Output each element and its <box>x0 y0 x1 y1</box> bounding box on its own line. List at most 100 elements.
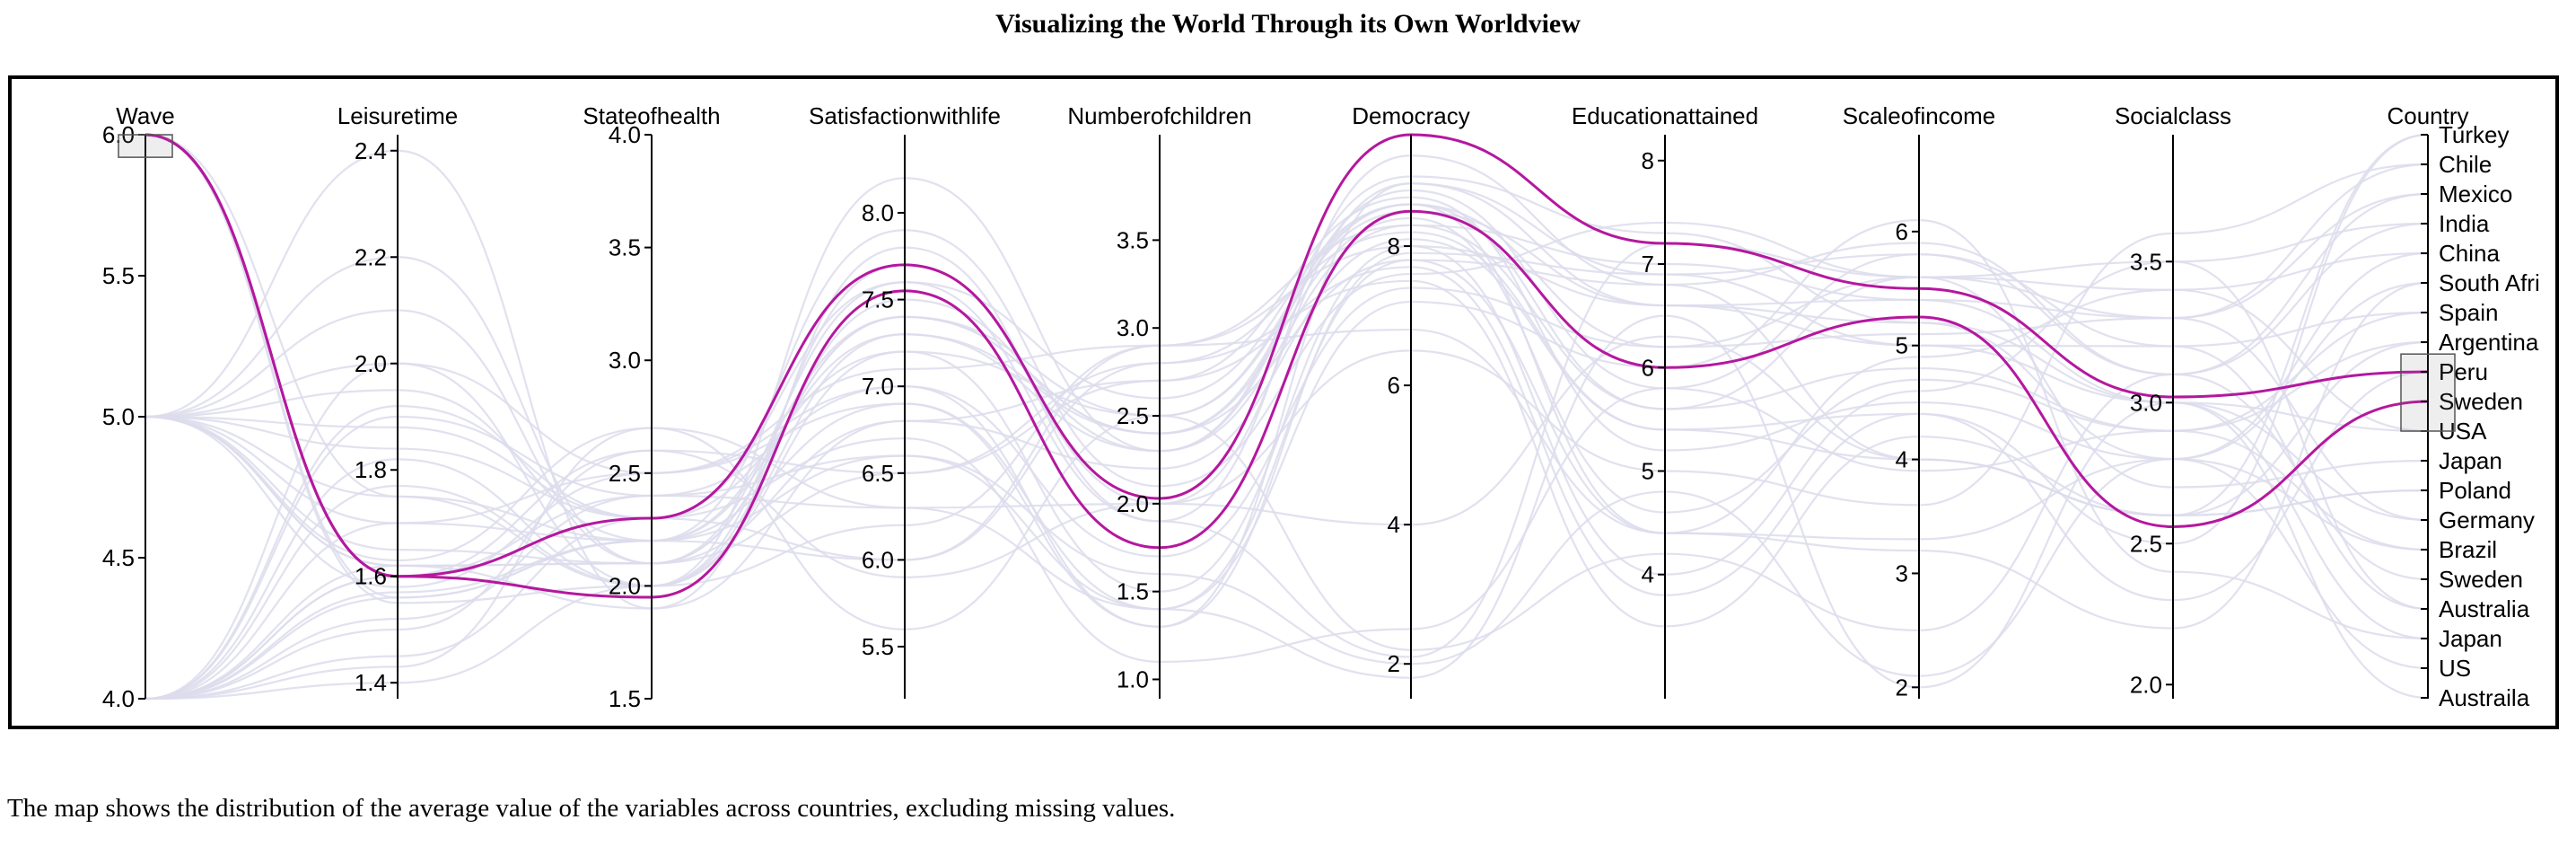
category-label-japan: Japan <box>2439 447 2502 474</box>
axis-numberofchildren[interactable]: Numberofchildren 1.0 1.5 2.0 2.5 3.0 3.5 <box>1067 102 1252 699</box>
tick-label: 1.5 <box>1117 578 1149 605</box>
series-line-chile-21 <box>145 163 2429 701</box>
category-label-argentina: Argentina <box>2439 329 2539 356</box>
axis-title-scaleofincome[interactable]: Scaleofincome <box>1843 102 1996 129</box>
axis-socialclass[interactable]: Socialclass 2.0 2.5 3.0 3.5 <box>2115 102 2231 699</box>
tick-label: 2.0 <box>609 572 641 599</box>
series-line-peru-highlight <box>145 133 2429 578</box>
category-label-turkey: Turkey <box>2439 121 2510 148</box>
series-line-china-6 <box>145 251 2429 611</box>
tick-label: 6.0 <box>862 546 894 573</box>
category-label-poland: Poland <box>2439 477 2511 504</box>
tick-label: 5.5 <box>102 262 135 289</box>
background-lines-group <box>145 133 2429 701</box>
series-line-japan-11 <box>145 276 2429 588</box>
tick-label: 4 <box>1896 446 1908 473</box>
series-line-poland-30 <box>145 335 2429 701</box>
tick-label: 6 <box>1896 218 1908 245</box>
axis-title-stateofhealth[interactable]: Stateofhealth <box>583 102 720 129</box>
page-title: Visualizing the World Through its Own Wo… <box>995 9 1581 39</box>
tick-label: 2.0 <box>2130 671 2162 698</box>
tick-label: 3.0 <box>2130 389 2162 416</box>
tick-label: 2.0 <box>355 350 387 377</box>
tick-label: 2 <box>1388 650 1400 677</box>
tick-label: 3 <box>1896 560 1908 586</box>
tick-label: 1.6 <box>355 563 387 590</box>
axis-title-satisfactionwithlife[interactable]: Satisfactionwithlife <box>809 102 1001 129</box>
series-line-south-afri-7 <box>145 196 2429 565</box>
tick-label: 4.0 <box>609 121 641 148</box>
series-line-brazil-32 <box>145 203 2429 701</box>
tick-label: 7.0 <box>862 373 894 400</box>
axis-leisuretime[interactable]: Leisuretime 1.4 1.6 1.8 2.0 2.2 2.4 <box>337 102 458 699</box>
tick-label: 2.5 <box>2130 530 2162 557</box>
brush-selection-country[interactable] <box>2400 353 2456 432</box>
brush-selection-wave[interactable] <box>118 134 173 158</box>
axis-title-democracy[interactable]: Democracy <box>1352 102 1469 129</box>
tick-label: 6 <box>1642 354 1654 381</box>
tick-label: 5.0 <box>102 403 135 430</box>
series-line-usa-29 <box>145 221 2429 542</box>
tick-label: 7 <box>1642 251 1654 278</box>
tick-label: 1.8 <box>355 456 387 483</box>
tick-label: 5.5 <box>862 633 894 660</box>
axis-title-numberofchildren[interactable]: Numberofchildren <box>1067 102 1251 129</box>
axis-democracy[interactable]: Democracy 2 4 6 8 <box>1352 102 1470 699</box>
tick-label: 3.0 <box>1117 314 1149 341</box>
axis-scaleofincome[interactable]: Scaleofincome 2 3 4 5 6 <box>1843 102 1996 701</box>
series-line-mexico-22 <box>145 192 2429 701</box>
category-label-sweden: Sweden <box>2439 388 2523 415</box>
axes-group: Wave 4.0 4.5 5.0 5.5 6.0 Leisuretime 1.4 1.6 1.8 2… <box>102 102 2540 712</box>
axis-educationattained[interactable]: Educationattained 4 5 6 7 8 <box>1572 102 1758 699</box>
series-line-australia-33 <box>145 242 2429 658</box>
series-line-austraila-19 <box>145 133 2429 700</box>
tick-label: 5 <box>1642 457 1654 484</box>
axis-satisfactionwithlife[interactable]: Satisfactionwithlife 5.5 6.0 6.5 7.0 7.5 8.0 <box>809 102 1001 699</box>
tick-label: 1.5 <box>609 685 641 712</box>
tick-label: 1.0 <box>1117 665 1149 692</box>
tick-label: 2.5 <box>609 460 641 487</box>
category-label-austraila: Austraila <box>2439 684 2530 711</box>
category-label-chile: Chile <box>2439 151 2492 178</box>
tick-label: 8 <box>1388 233 1400 260</box>
tick-label: 3.0 <box>609 347 641 374</box>
tick-label: 6 <box>1388 372 1400 399</box>
tick-label: 3.5 <box>1117 226 1149 253</box>
axis-title-wave[interactable]: Wave <box>116 102 175 129</box>
series-line-china-24 <box>145 251 2429 701</box>
chart-frame <box>8 75 2559 729</box>
category-label-peru: Peru <box>2439 358 2488 385</box>
axis-title-leisuretime[interactable]: Leisuretime <box>337 102 458 129</box>
tick-label: 8 <box>1642 147 1654 174</box>
category-label-mexico: Mexico <box>2439 181 2512 207</box>
tick-label: 2.2 <box>355 243 387 270</box>
category-label-japan: Japan <box>2439 625 2502 652</box>
axis-title-country[interactable]: Country <box>2387 102 2468 129</box>
series-line-peru-28 <box>145 231 2429 701</box>
series-line-sweden-highlight <box>145 133 2429 599</box>
tick-label: 2.4 <box>355 137 387 164</box>
highlight-lines-group <box>145 133 2429 599</box>
tick-label: 2 <box>1896 674 1908 701</box>
axis-stateofhealth[interactable]: Stateofhealth 1.5 2.0 2.5 3.0 3.5 4.0 <box>583 102 720 712</box>
series-line-germany-13 <box>145 244 2429 701</box>
category-label-germany: Germany <box>2439 507 2535 533</box>
axis-title-socialclass[interactable]: Socialclass <box>2115 102 2231 129</box>
category-label-australia: Australia <box>2439 595 2530 622</box>
category-label-spain: Spain <box>2439 299 2499 326</box>
category-label-brazil: Brazil <box>2439 536 2497 563</box>
series-line-japan-17 <box>145 219 2429 701</box>
category-label-sweden: Sweden <box>2439 566 2523 593</box>
axis-title-educationattained[interactable]: Educationattained <box>1572 102 1758 129</box>
tick-label: 1.4 <box>355 669 387 696</box>
series-line-germany-31 <box>145 251 2429 628</box>
series-line-us-18 <box>145 210 2429 670</box>
category-label-india: India <box>2439 210 2490 237</box>
category-label-south-afri: South Afri <box>2439 269 2540 296</box>
tick-label: 3.5 <box>609 234 641 261</box>
tick-label: 6.5 <box>862 460 894 487</box>
tick-label: 2.5 <box>1117 402 1149 429</box>
